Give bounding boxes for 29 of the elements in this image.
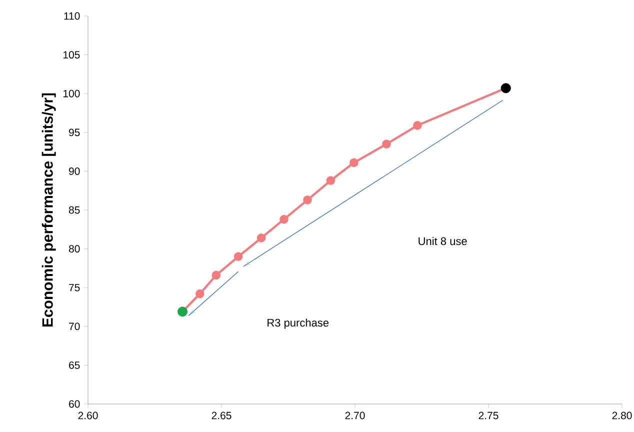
point — [303, 196, 312, 204]
point — [413, 121, 422, 130]
y-tick-label: 60 — [69, 400, 80, 408]
point — [350, 158, 358, 168]
point — [326, 176, 336, 185]
point — [234, 252, 243, 261]
x-tick-label: 2.75 — [478, 412, 498, 420]
x-tick-label: 2.60 — [78, 412, 98, 420]
point — [280, 214, 288, 224]
y-tick-label: 95 — [69, 128, 80, 136]
annotation: Unit 8 use — [418, 237, 467, 246]
y-tick-label: 70 — [69, 322, 80, 330]
y-tick-label: 80 — [68, 245, 80, 253]
y-tick-label: 105 — [63, 51, 80, 59]
point — [256, 234, 266, 242]
x-tick-label: 2.80 — [612, 412, 632, 420]
y-tick-label: 65 — [69, 361, 80, 369]
y-tick-label: 110 — [64, 12, 80, 20]
point — [382, 140, 391, 148]
y-axis-title: Economic performance [units/yr] — [42, 93, 56, 327]
y-tick-label: 100 — [63, 90, 80, 98]
y-tick-label: 75 — [69, 284, 80, 292]
x-tick-label: 2.65 — [212, 412, 232, 420]
point — [212, 270, 221, 280]
point — [195, 289, 204, 298]
y-tick-label: 90 — [69, 167, 80, 175]
y-tick-label: 85 — [68, 206, 80, 214]
x-tick-label: 2.70 — [345, 412, 365, 420]
annotation: R3 purchase — [268, 318, 329, 329]
